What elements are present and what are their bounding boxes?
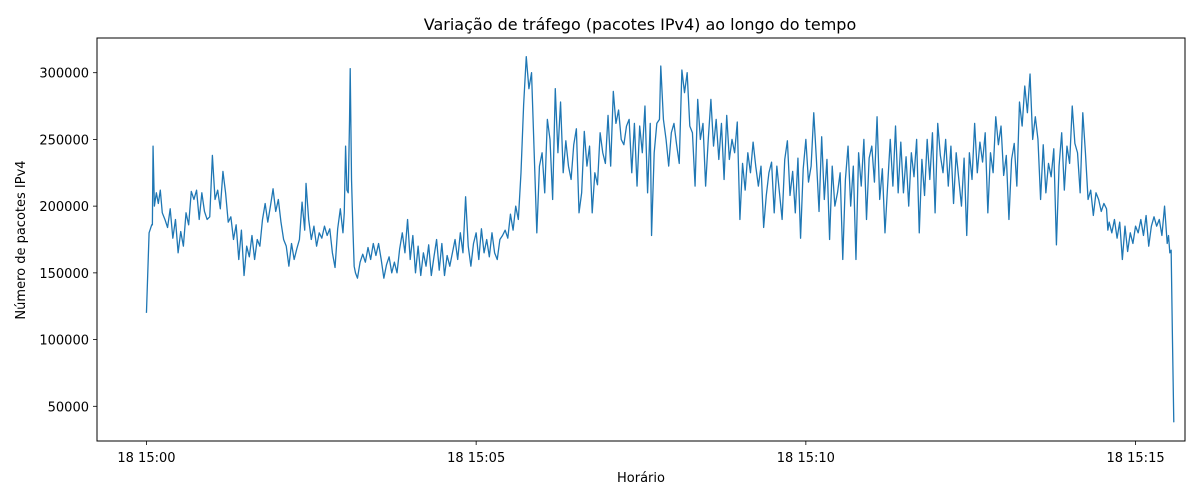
y-axis-label: Número de pacotes IPv4 <box>14 160 29 319</box>
plot-area: 18 15:00 18 15:05 18 15:10 18 15:15 50000 10… <box>39 37 1186 466</box>
x-tick-label: 18 15:00 <box>117 451 175 466</box>
y-tick-label: 250000 <box>39 133 89 148</box>
y-axis-ticks: 50000 100000 150000 200000 250000 300000 <box>39 67 97 415</box>
axes-frame <box>96 37 1186 442</box>
x-tick-label: 18 15:15 <box>1106 451 1164 466</box>
x-axis-label: Horário <box>617 471 665 486</box>
x-axis-ticks: 18 15:00 18 15:05 18 15:10 18 15:15 <box>117 441 1165 466</box>
y-tick-label: 150000 <box>39 267 89 282</box>
y-tick-label: 50000 <box>48 400 89 415</box>
x-tick-label: 18 15:10 <box>777 451 835 466</box>
y-tick-label: 300000 <box>39 67 89 82</box>
chart-title: Variação de tráfego (pacotes IPv4) ao lo… <box>424 15 857 34</box>
y-tick-label: 200000 <box>39 200 89 215</box>
y-tick-label: 100000 <box>39 334 89 349</box>
x-tick-label: 18 15:05 <box>447 451 505 466</box>
series-line-ipv4-packets <box>145 56 1175 423</box>
